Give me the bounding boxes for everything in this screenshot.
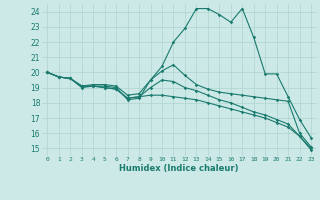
X-axis label: Humidex (Indice chaleur): Humidex (Indice chaleur) xyxy=(119,164,239,173)
